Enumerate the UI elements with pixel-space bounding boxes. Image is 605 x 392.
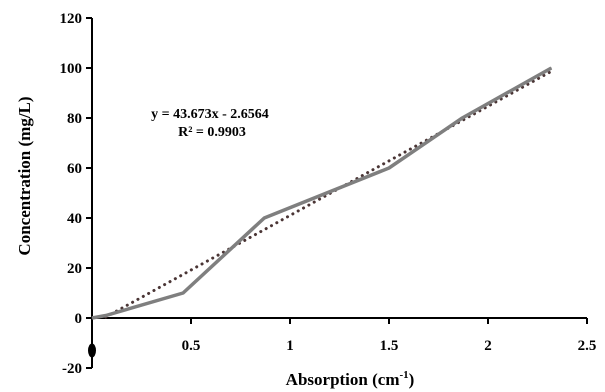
data-point (182, 292, 184, 294)
x-axis-title-end: ) (409, 370, 415, 389)
x-tick-label: 2 (484, 338, 492, 354)
y-tick-label: -20 (62, 361, 82, 377)
x-tick-label: 1 (286, 338, 294, 354)
series-line (91, 66, 553, 320)
y-tick-label: 0 (75, 311, 83, 327)
trendline-group (104, 69, 553, 319)
trendline (104, 69, 553, 319)
y-tick-label: 40 (67, 211, 82, 227)
x-tick-label: 1.5 (380, 338, 399, 354)
y-tick-label: 20 (67, 261, 82, 277)
series-group (88, 66, 553, 358)
origin-marker (88, 343, 96, 358)
data-point (91, 317, 93, 319)
tick-marks (86, 17, 588, 369)
x-axis-title-superscript: -1 (399, 369, 408, 381)
x-tick-label: 0.5 (182, 338, 201, 354)
y-axis-title: Concentration (mg/L) (15, 96, 34, 255)
data-point (550, 67, 552, 69)
y-tick-label: 60 (67, 161, 82, 177)
data-point (388, 167, 390, 169)
trendline-r-squared: R² = 0.9903 (178, 125, 246, 140)
data-point (105, 315, 107, 316)
axes (91, 18, 587, 368)
trendline-equation: y = 43.673x - 2.6564 (151, 107, 269, 122)
x-axis-title: Absorption (cm-1) (286, 369, 415, 389)
tick-labels: -20 0 20 40 60 80 100 120 0.5 1 1.5 2 2.5 (60, 11, 597, 377)
y-tick-label: 120 (60, 11, 83, 27)
y-tick-label: 100 (60, 61, 83, 77)
data-point (263, 217, 265, 219)
data-point (461, 117, 463, 119)
x-tick-label: 2.5 (578, 338, 597, 354)
y-tick-label: 80 (67, 111, 82, 127)
